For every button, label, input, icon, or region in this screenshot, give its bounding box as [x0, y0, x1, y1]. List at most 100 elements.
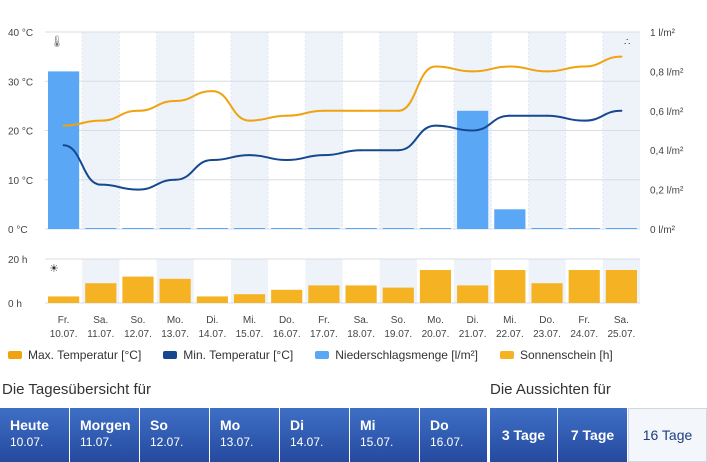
tab-date: 12.07.: [150, 435, 184, 449]
legend-swatch: [163, 351, 178, 359]
x-tick-date: 14.07.: [198, 329, 226, 340]
legend-item-sunshine[interactable]: Sonnenschein [h]: [499, 348, 613, 362]
x-tick-day: Mo.: [427, 315, 444, 326]
max-temp-point: [174, 99, 177, 102]
sunshine-bar: [48, 296, 80, 303]
min-temp-point: [508, 114, 511, 117]
x-tick-date: 19.07.: [384, 329, 412, 340]
x-tick-day: Di.: [467, 315, 479, 326]
weather-chart: 40 °C 30 °C 20 °C 10 °C 0 °C 1 l/m² 0,8 l/m² 0,…: [8, 28, 684, 340]
tab-morgen[interactable]: Morgen 11.07.: [70, 408, 140, 462]
sunshine-bar: [196, 296, 228, 303]
min-temp-point: [322, 154, 325, 157]
tab-mo[interactable]: Mo 13.07.: [210, 408, 280, 462]
precipitation-bar: [85, 228, 117, 229]
sun-y-tick-label: 0 h: [8, 299, 22, 310]
y-tick-label: 20 °C: [8, 127, 33, 138]
x-tick-day: Do.: [279, 315, 295, 326]
tab-date: 11.07.: [80, 435, 113, 449]
max-temp-point: [583, 65, 586, 68]
max-temp-point: [546, 70, 549, 73]
tab-7-tage[interactable]: 7 Tage: [558, 408, 628, 462]
tab-date: 16.07.: [430, 435, 464, 449]
x-tick-date: 22.07.: [496, 329, 524, 340]
sunshine-bar: [605, 270, 637, 303]
x-tick-date: 15.07.: [236, 329, 264, 340]
tab-title: Mi: [360, 417, 376, 433]
x-tick-day: Do.: [539, 315, 555, 326]
x-tick-date: 20.07.: [422, 329, 450, 340]
tab-do[interactable]: Do 16.07.: [420, 408, 488, 462]
max-temp-point: [360, 109, 363, 112]
max-temp-point: [99, 119, 102, 122]
max-temp-point: [248, 119, 251, 122]
x-tick-date: 23.07.: [533, 329, 561, 340]
x-tick-day: Mo.: [167, 315, 184, 326]
x-tick-date: 16.07.: [273, 329, 301, 340]
y2-tick-label: 0,8 l/m²: [650, 67, 684, 78]
min-temp-point: [62, 144, 65, 147]
tab-date: 13.07.: [220, 435, 254, 449]
legend-item-precipitation[interactable]: Niederschlagsmenge [l/m²]: [315, 348, 478, 362]
max-temp-point: [322, 109, 325, 112]
max-temp-point: [136, 109, 139, 112]
tab-date: 10.07.: [10, 435, 44, 449]
max-temp-point: [471, 70, 474, 73]
max-temp-point: [285, 114, 288, 117]
min-temp-point: [360, 149, 363, 152]
min-temp-point: [174, 178, 177, 181]
sunshine-bar: [382, 287, 414, 303]
precipitation-bar: [196, 228, 228, 229]
legend-item-min-temp[interactable]: Min. Temperatur [°C]: [163, 348, 293, 362]
min-temp-point: [248, 154, 251, 157]
min-temp-point: [211, 159, 214, 162]
overview-caption: Die Tagesübersicht für: [2, 381, 151, 398]
sunshine-bar: [308, 285, 340, 303]
legend-item-max-temp[interactable]: Max. Temperatur [°C]: [8, 348, 141, 362]
max-temp-point: [397, 109, 400, 112]
x-tick-date: 12.07.: [124, 329, 152, 340]
tab-3-tage[interactable]: 3 Tage: [490, 408, 558, 462]
precipitation-bar: [419, 228, 452, 229]
x-tick-date: 17.07.: [310, 329, 338, 340]
precipitation-bar: [531, 228, 563, 229]
x-tick-date: 10.07.: [50, 329, 78, 340]
min-temp-point: [99, 183, 102, 186]
tab-mi[interactable]: Mi 15.07.: [350, 408, 420, 462]
x-tick-day: Mi.: [243, 315, 256, 326]
tab-so[interactable]: So 12.07.: [140, 408, 210, 462]
min-temp-point: [136, 188, 139, 191]
x-tick-day: Fr.: [318, 315, 330, 326]
y-tick-label: 30 °C: [8, 77, 33, 88]
tab-title: Do: [430, 417, 449, 433]
min-temp-point: [434, 124, 437, 127]
tab-di[interactable]: Di 14.07.: [280, 408, 350, 462]
legend-label: Min. Temperatur [°C]: [183, 348, 294, 362]
min-temp-line: [63, 109, 622, 191]
precipitation-bar: [122, 228, 154, 229]
x-tick-date: 18.07.: [347, 329, 375, 340]
x-tick-day: Sa.: [93, 315, 108, 326]
y2-tick-label: 0,2 l/m²: [650, 186, 684, 197]
x-tick-day: So.: [130, 315, 145, 326]
tab-heute[interactable]: Heute 10.07.: [0, 408, 70, 462]
max-temp-point: [211, 90, 214, 93]
legend-swatch: [499, 351, 514, 359]
legend-label: Max. Temperatur [°C]: [28, 348, 142, 362]
precipitation-bar: [345, 228, 377, 229]
x-tick-day: Sa.: [354, 315, 369, 326]
precipitation-bar: [605, 228, 637, 229]
x-tick-day: Fr.: [578, 315, 590, 326]
raindrops-icon: ∴: [624, 37, 630, 48]
sunshine-bar: [419, 270, 452, 303]
min-temp-point: [471, 129, 474, 132]
x-tick-day: Fr.: [58, 315, 70, 326]
precipitation-bar: [233, 228, 266, 229]
tab-title: Heute: [10, 417, 49, 433]
y-tick-label: 40 °C: [8, 28, 33, 39]
tab-16-tage[interactable]: 16 Tage: [628, 408, 707, 462]
legend-label: Sonnenschein [h]: [519, 348, 613, 362]
x-tick-date: 25.07.: [608, 329, 636, 340]
min-temp-point: [397, 149, 400, 152]
sun-icon: ☀: [49, 263, 59, 275]
